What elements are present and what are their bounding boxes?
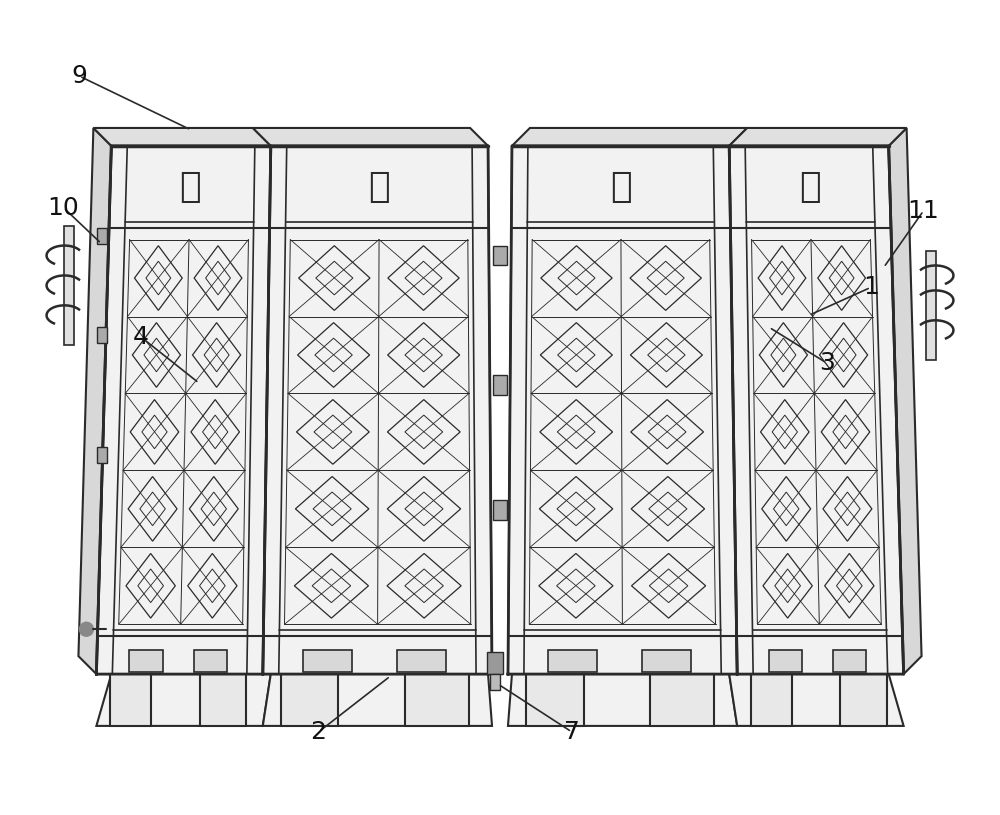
Bar (64, 226, 74, 346)
Bar (493, 245, 507, 266)
Bar (490, 674, 500, 690)
Bar (110, 674, 151, 726)
Bar (397, 650, 446, 672)
Bar (751, 674, 792, 726)
Polygon shape (263, 146, 492, 674)
Text: 致: 致 (610, 170, 632, 204)
Text: 7: 7 (564, 720, 580, 744)
Polygon shape (253, 128, 488, 146)
Polygon shape (78, 128, 111, 674)
Text: 远: 远 (799, 170, 821, 204)
Polygon shape (729, 128, 907, 146)
Polygon shape (96, 674, 271, 726)
Bar (926, 250, 936, 360)
Polygon shape (729, 146, 904, 674)
Polygon shape (263, 674, 492, 726)
Bar (840, 674, 887, 726)
Text: 9: 9 (72, 64, 87, 88)
Bar (493, 500, 507, 520)
Text: 4: 4 (133, 325, 149, 350)
Text: 10: 10 (48, 196, 79, 220)
Text: 静: 静 (368, 170, 390, 204)
Bar (650, 674, 714, 726)
Bar (487, 652, 503, 674)
Text: 11: 11 (908, 199, 939, 222)
Bar (493, 375, 507, 395)
Polygon shape (93, 128, 271, 146)
Text: 宁: 宁 (179, 170, 201, 204)
Polygon shape (96, 146, 271, 674)
Bar (97, 328, 107, 343)
Bar (129, 650, 163, 672)
Bar (526, 674, 584, 726)
Polygon shape (512, 128, 747, 146)
Bar (405, 674, 469, 726)
Text: 2: 2 (311, 720, 327, 744)
Bar (548, 650, 597, 672)
Bar (769, 650, 802, 672)
Polygon shape (729, 674, 904, 726)
Text: 3: 3 (819, 351, 835, 375)
Bar (97, 227, 107, 244)
Bar (303, 650, 352, 672)
Polygon shape (889, 128, 922, 674)
Bar (97, 447, 107, 463)
Polygon shape (508, 674, 737, 726)
Text: 1: 1 (863, 275, 879, 299)
Bar (833, 650, 866, 672)
Bar (281, 674, 338, 726)
Circle shape (79, 623, 93, 637)
Bar (200, 674, 246, 726)
Polygon shape (508, 146, 737, 674)
Bar (194, 650, 227, 672)
Bar (642, 650, 691, 672)
